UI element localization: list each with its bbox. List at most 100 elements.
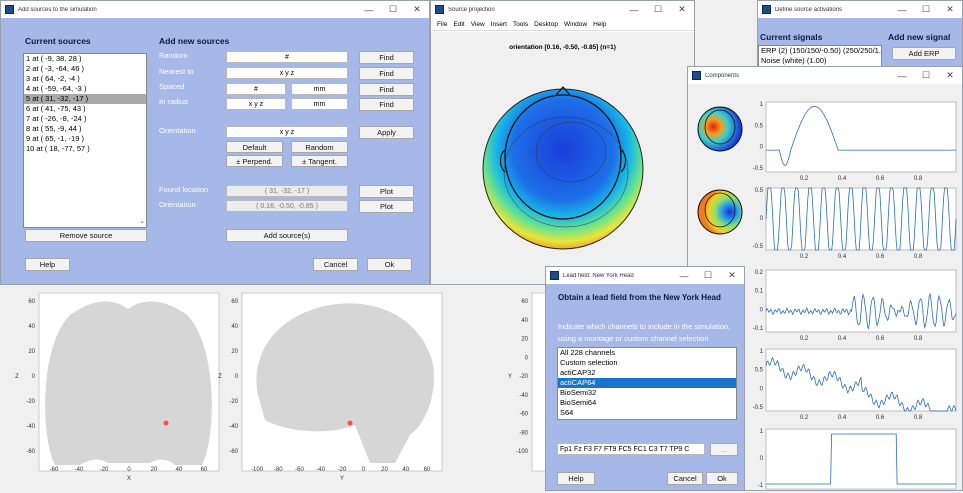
close-icon[interactable]: ✕	[946, 4, 954, 14]
menu-item-help[interactable]: Help	[593, 20, 607, 28]
radius-mm-field[interactable]: mm	[291, 98, 348, 110]
perpend-button[interactable]: ± Perpend.	[226, 155, 283, 167]
xtick-label: 0.4	[838, 336, 847, 342]
components-title: Components	[705, 72, 740, 79]
plot-location-button[interactable]: Plot	[359, 185, 414, 198]
channel-list-item[interactable]: All 228 channels	[560, 348, 616, 357]
brain-ytick: -40	[26, 424, 35, 430]
brain-xtick: 40	[402, 467, 409, 473]
source-list-item[interactable]: 5 at ( 31, -32, -17 )	[24, 94, 146, 104]
radius-xyz-field[interactable]: x y z	[226, 98, 286, 110]
lead-cancel-button[interactable]: Cancel	[667, 472, 703, 485]
channel-selection-field[interactable]: Fp1 Fz F3 F7 FT9 FC5 FC1 C3 T7 TP9 C	[557, 443, 705, 455]
spaced-count-field[interactable]: #	[226, 83, 286, 95]
browse-channels-button[interactable]: ...	[710, 443, 738, 456]
remove-source-button[interactable]: Remove source	[25, 229, 147, 242]
spaced-mm-field[interactable]: mm	[291, 83, 348, 95]
source-list-item[interactable]: 1 at ( -9, 38, 28 )	[26, 54, 82, 63]
xtick-label: 0.6	[876, 415, 885, 421]
random-orientation-button[interactable]: Random	[291, 141, 348, 153]
brain-xtick: 20	[151, 467, 158, 473]
source-list-item[interactable]: 7 at ( -26, -8, -24 )	[26, 114, 87, 123]
orientation-xyz-field[interactable]: x y z	[226, 126, 348, 138]
find-spaced-button[interactable]: Find	[359, 83, 414, 96]
menu-item-view[interactable]: View	[470, 20, 485, 28]
source-list-item[interactable]: 10 at ( 18, -77, 57 )	[26, 144, 90, 153]
brain-xtick: -60	[50, 467, 59, 473]
default-orientation-button[interactable]: Default	[226, 141, 283, 153]
channel-montage-list[interactable]: All 228 channels Custom selection actiCAP3…	[557, 347, 737, 420]
ytick-label: 0	[760, 307, 764, 313]
ok-button[interactable]: Ok	[367, 258, 412, 271]
signal-list-item[interactable]: ERP (2) (150/150/-0.50) (250/250/1.00)	[761, 46, 882, 55]
source-list-item[interactable]: 4 at ( -59, -64, -3 )	[26, 84, 87, 93]
plot-orientation-button[interactable]: Plot	[359, 200, 414, 213]
maximize-icon[interactable]: ☐	[703, 270, 713, 280]
source-list-item[interactable]: 3 at ( 64, -2, -4 )	[26, 74, 80, 83]
help-button[interactable]: Help	[25, 258, 70, 271]
cancel-button[interactable]: Cancel	[313, 258, 358, 271]
ytick-label: 0	[760, 386, 764, 392]
source-list-item[interactable]: 8 at ( 55, -9, 44 )	[26, 124, 82, 133]
find-nearest-button[interactable]: Find	[359, 67, 414, 80]
menu-item-file[interactable]: File	[437, 20, 448, 28]
brain-ytick: -100	[516, 449, 529, 455]
find-radius-button[interactable]: Find	[359, 98, 414, 111]
xtick-label: 0.8	[914, 336, 923, 342]
matlab-icon	[692, 71, 701, 80]
close-icon[interactable]: ✕	[946, 70, 954, 80]
minimize-icon[interactable]: —	[629, 4, 639, 15]
source-projection-window: Source projection — ☐ ✕ File Edit View Inse…	[430, 0, 695, 285]
channel-list-item[interactable]: BioSemi32	[560, 388, 597, 397]
add-erp-button[interactable]: Add ERP	[892, 47, 956, 60]
menu-item-edit[interactable]: Edit	[453, 20, 465, 28]
source-list-item[interactable]: 2 at ( -3, -64, 46 )	[26, 64, 84, 73]
maximize-icon[interactable]: ☐	[921, 70, 931, 80]
close-icon[interactable]: ✕	[413, 4, 421, 14]
add-sources-button[interactable]: Add source(s)	[226, 229, 348, 242]
menu-item-window[interactable]: Window	[563, 20, 588, 28]
maximize-icon[interactable]: ☐	[388, 4, 398, 14]
ytick-label: -1	[758, 483, 764, 489]
minimize-icon[interactable]: —	[364, 4, 374, 15]
find-random-button[interactable]: Find	[359, 51, 414, 64]
channel-list-item[interactable]: S64	[560, 408, 574, 417]
menu-item-tools[interactable]: Tools	[512, 20, 529, 28]
minimize-icon[interactable]: —	[897, 70, 907, 81]
orientation-label: Orientation	[159, 126, 196, 135]
minimize-icon[interactable]: —	[679, 270, 689, 281]
tangent-button[interactable]: ± Tangent.	[291, 155, 348, 167]
ytick-label: 0	[760, 216, 764, 222]
menu-item-desktop[interactable]: Desktop	[534, 20, 558, 28]
lead-ok-button[interactable]: Ok	[706, 472, 738, 485]
nearest-xyz-field[interactable]: x y z	[226, 67, 348, 79]
random-count-field[interactable]: #	[226, 51, 348, 63]
channel-list-item[interactable]: actiCAP64	[558, 378, 736, 388]
source-list-item[interactable]: 6 at ( 41, -75, 43 )	[26, 104, 86, 113]
activations-window: Define source activations — ☐ ✕ Current …	[757, 0, 963, 68]
nearest-label: Nearest to	[159, 67, 194, 76]
brain-ytick: 20	[28, 349, 35, 355]
brain-ytick: -60	[519, 412, 528, 418]
coronal-source-dot	[163, 420, 169, 426]
close-icon[interactable]: ✕	[678, 4, 686, 14]
minimize-icon[interactable]: —	[897, 4, 907, 15]
channel-list-item[interactable]: Custom selection	[560, 358, 618, 367]
signal-list-item[interactable]: Noise (white) (1.00)	[761, 56, 827, 65]
sources-list[interactable]: 1 at ( -9, 38, 28 ) 2 at ( -3, -64, 46 ) 3…	[23, 53, 147, 228]
channel-list-item[interactable]: actiCAP32	[560, 368, 596, 377]
close-icon[interactable]: ✕	[728, 270, 736, 280]
apply-button[interactable]: Apply	[359, 126, 414, 139]
lead-help-button[interactable]: Help	[557, 472, 595, 485]
list-scroll-down-icon[interactable]: ⌄	[139, 218, 145, 225]
source-projection-menubar: File Edit View Insert Tools Desktop Window Help	[431, 18, 694, 31]
source-list-item[interactable]: 9 at ( 65, -1, -19 )	[26, 134, 84, 143]
signals-list[interactable]: ERP (2) (150/150/-0.50) (250/250/1.00) No…	[758, 45, 882, 67]
brain-ytick: 20	[521, 337, 528, 343]
channel-list-item[interactable]: BioSemi64	[560, 398, 597, 407]
menu-item-insert[interactable]: Insert	[490, 20, 507, 28]
maximize-icon[interactable]: ☐	[653, 4, 663, 14]
ytick-label: 0.5	[755, 368, 764, 374]
maximize-icon[interactable]: ☐	[921, 4, 931, 14]
found-orientation-field: ( 0.16, -0.50, -0.85 )	[226, 200, 348, 212]
